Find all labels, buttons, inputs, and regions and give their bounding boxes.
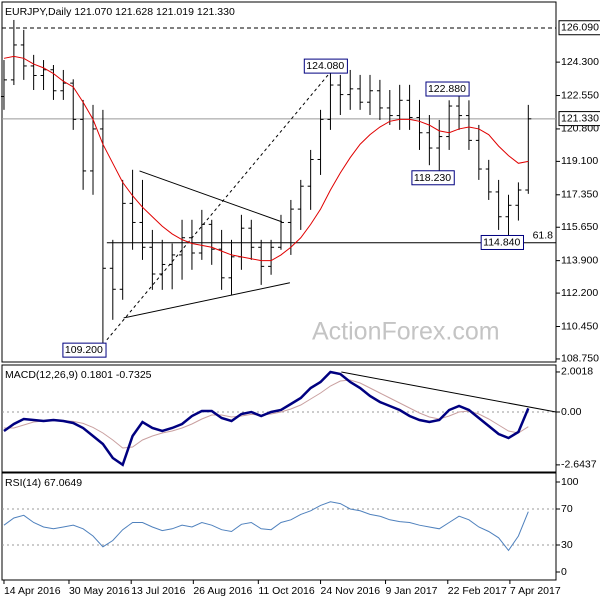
y-tick-label: 115.650: [561, 221, 598, 233]
y-tick-label: 119.100: [561, 155, 598, 167]
panel-title: MACD(12,26,9) 0.1801 -0.7325: [5, 369, 152, 381]
y-tick-label: 0.00: [561, 406, 582, 418]
x-tick-label: 13 Jul 2016: [131, 585, 185, 597]
annotation-label: 114.840: [483, 236, 520, 248]
x-tick-label: 22 Feb 2017: [448, 585, 507, 597]
x-tick-label: 9 Jan 2017: [386, 585, 438, 597]
annotation-box: [411, 170, 455, 186]
y-tick-label: 30: [561, 539, 573, 551]
trend-line: [123, 282, 290, 319]
y-tick-label: 124.300: [561, 56, 599, 68]
panel-frame: [1, 364, 557, 473]
y-tick-label: 100: [561, 476, 579, 488]
annotation-label: 124.080: [306, 60, 344, 72]
y-tick-label: 117.350: [561, 189, 598, 201]
y-tick-label: 108.750: [561, 353, 599, 365]
level-label: 61.8: [533, 229, 554, 241]
y-tick-label: 70: [561, 503, 573, 515]
series-line: [3, 370, 530, 467]
x-tick-label: 24 Nov 2016: [321, 585, 381, 597]
trend-line: [139, 170, 283, 223]
y-tick-label: 2.0018: [561, 366, 593, 378]
annotation-box: [303, 58, 348, 74]
annotation-box: [425, 81, 470, 97]
panel-title: EURJPY,Daily 121.070 121.628 121.019 121…: [5, 6, 235, 18]
x-tick-label: 26 Aug 2016: [193, 585, 252, 597]
watermark: ActionForex.com: [312, 318, 500, 346]
y-tick-label: -2.6437: [561, 459, 597, 471]
y-tick-label: 112.200: [561, 287, 598, 299]
level-axis-box: [558, 111, 600, 127]
series-line: [3, 501, 529, 552]
level-axis-label: 121.330: [561, 113, 599, 125]
x-tick-label: 14 Apr 2016: [4, 585, 61, 597]
level-axis-label: 126.090: [561, 22, 599, 34]
y-tick-label: 122.550: [561, 89, 599, 101]
series-line: [3, 55, 529, 262]
annotation-label: 109.200: [65, 344, 103, 356]
level-axis-box: [558, 20, 600, 36]
y-tick-label: 113.900: [561, 254, 598, 266]
annotation-label: 122.880: [428, 83, 466, 95]
trend-line: [341, 371, 557, 413]
panel-frame: [1, 472, 557, 581]
annotation-box: [480, 234, 525, 250]
panel-frame: [1, 1, 557, 363]
x-tick-label: 11 Oct 2016: [258, 585, 315, 597]
panel-title: RSI(14) 67.0649: [5, 477, 82, 489]
annotation-label: 118.230: [414, 172, 451, 184]
annotation-box: [62, 342, 107, 358]
y-tick-label: 110.450: [561, 320, 598, 332]
x-tick-label: 30 May 2016: [69, 585, 130, 597]
y-tick-label: 0: [561, 566, 567, 578]
x-tick-label: 7 Apr 2017: [510, 585, 561, 597]
